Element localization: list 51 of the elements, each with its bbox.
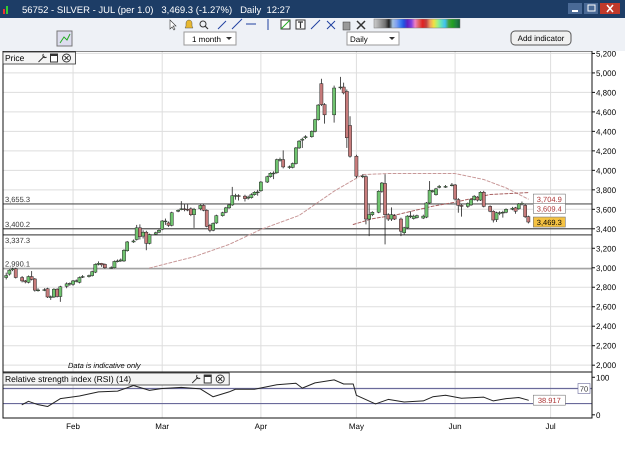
y-tick-label: 3,800: [596, 186, 617, 195]
candlestick: [148, 233, 152, 245]
candlestick: [300, 137, 304, 148]
y-tick-label: 3,600: [596, 205, 617, 214]
y-tick-label: 4,800: [596, 88, 617, 98]
candlestick: [281, 150, 286, 169]
y-tick-label: 3,000: [596, 264, 617, 273]
text: 1 month: [192, 35, 221, 44]
candlestick: [338, 76, 342, 90]
candlestick: [494, 211, 498, 222]
candlestick: [46, 287, 50, 298]
y-tick-label: 3,400: [596, 224, 617, 234]
candlestick: [230, 186, 234, 206]
chart-title: Relative strength index (RSI) (14): [5, 374, 132, 384]
y-tick-label: 2,200: [596, 342, 617, 351]
text: Daily: [350, 35, 368, 44]
y-tick-label: 4,000: [596, 166, 617, 176]
x-tick-label: Mar: [155, 422, 170, 431]
x-tick-label: Apr: [254, 422, 268, 431]
candlestick: [138, 224, 142, 240]
chart-title: Price: [5, 53, 25, 63]
candlestick: [501, 210, 505, 218]
candlestick: [354, 154, 358, 179]
x-tick-label: Jul: [545, 422, 556, 431]
y-tick-label: 3,200: [596, 244, 617, 254]
candlestick: [399, 217, 403, 236]
text: 56752 - SILVER - JUL (per 1.0) 3,469.3 (-1.27%) Daily 12:27: [22, 5, 290, 16]
y-tick-label: 5,000: [596, 68, 617, 78]
x-tick-label: Feb: [66, 422, 80, 431]
y-tick-label: 2,400: [596, 322, 617, 332]
x-tick-label: May: [348, 422, 364, 431]
text: Add indicator: [518, 34, 565, 43]
x-tick-label: Jun: [448, 422, 462, 431]
candlestick: [390, 206, 394, 222]
y-tick-label: 0: [596, 410, 601, 420]
candlestick: [58, 285, 62, 302]
candlestick: [236, 194, 240, 201]
y-tick-label: 2,800: [596, 283, 617, 292]
y-tick-label: 4,400: [596, 127, 617, 136]
line-series: [352, 192, 529, 226]
candlestick: [55, 288, 59, 298]
y-tick-label: 4,600: [596, 108, 617, 117]
candlestick: [259, 180, 263, 192]
candlestick: [482, 190, 486, 208]
y-tick-label: 100: [596, 373, 610, 382]
y-tick-label: 4,200: [596, 146, 617, 156]
y-tick-label: 2,600: [596, 302, 617, 312]
candlestick: [93, 262, 98, 274]
y-tick-label: 5,200: [596, 49, 617, 58]
y-tick-label: 2,000: [596, 361, 617, 370]
candlestick: [14, 267, 18, 279]
